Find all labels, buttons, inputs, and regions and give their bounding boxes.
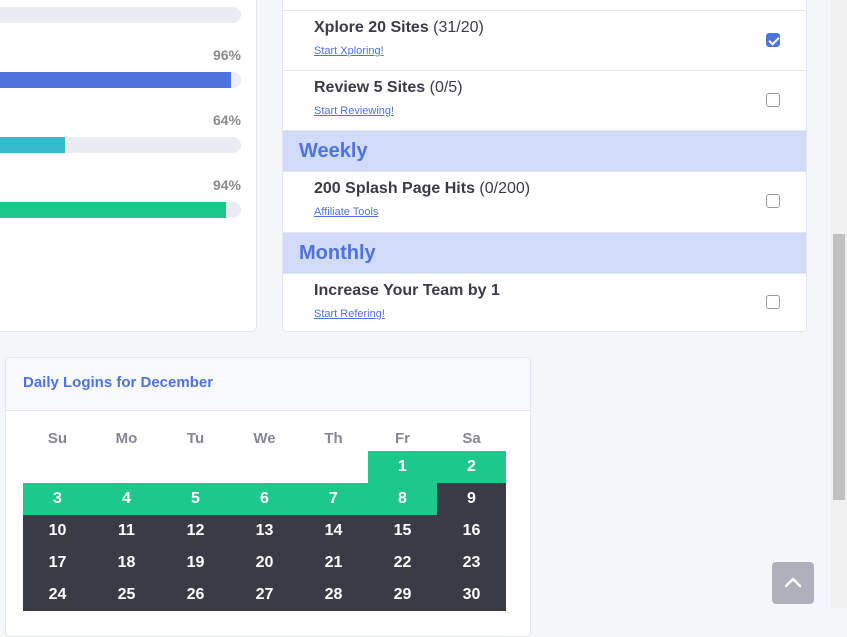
- calendar-day: 27: [230, 579, 299, 611]
- progress-fill-1: [0, 72, 231, 88]
- calendar-day: 28: [299, 579, 368, 611]
- section-header-monthly: Monthly: [283, 232, 806, 273]
- task-checkbox-splash-hits[interactable]: [766, 194, 780, 208]
- calendar-day: 7: [299, 483, 368, 515]
- task-count: (31/20): [433, 19, 484, 36]
- task-link-start-reviewing[interactable]: Start Reviewing!: [314, 105, 395, 117]
- task-row-increase-team: Increase Your Team by 1 Start Refering!: [283, 273, 806, 331]
- task-link-start-refering[interactable]: Start Refering!: [314, 308, 385, 320]
- task-checkbox-increase-team[interactable]: [766, 295, 780, 309]
- progress-percent-2: 64%: [212, 112, 241, 128]
- calendar-day: 17: [23, 547, 92, 579]
- calendar-day: 5: [161, 483, 230, 515]
- weekday-label: Tu: [186, 430, 205, 447]
- calendar-day: 21: [299, 547, 368, 579]
- calendar-day: 2: [437, 451, 506, 483]
- calendar-day: 29: [368, 579, 437, 611]
- task-name: Review 5 Sites: [314, 79, 426, 96]
- calendar-day: 12: [161, 515, 230, 547]
- calendar-day: 3: [23, 483, 92, 515]
- calendar-day: 30: [437, 579, 506, 611]
- progress-track-1: [0, 72, 241, 88]
- progress-track-3: [0, 202, 241, 218]
- section-title-monthly: Monthly: [299, 242, 376, 264]
- progress-card: 96% 64% 94%: [0, 0, 257, 332]
- calendar-day: 4: [92, 483, 161, 515]
- progress-fill-2: [0, 137, 65, 153]
- calendar-day: 23: [437, 547, 506, 579]
- task-title: 200 Splash Page Hits (0/200): [314, 180, 530, 198]
- calendar-card: Daily Logins for December Su Mo Tu We Th Fr Sa…: [5, 357, 531, 637]
- scroll-to-top-button[interactable]: [772, 562, 814, 604]
- task-name: 200 Splash Page Hits: [314, 180, 475, 197]
- calendar-day: 10: [23, 515, 92, 547]
- tasks-card: Xplore 20 Sites (31/20) Start Xploring! …: [282, 0, 807, 332]
- weekday-label: Fr: [395, 430, 410, 447]
- calendar-day: 15: [368, 515, 437, 547]
- progress-percent-1: 96%: [212, 47, 241, 63]
- weekday-label: We: [253, 430, 276, 447]
- calendar-day: 6: [230, 483, 299, 515]
- chevron-up-icon: [784, 577, 802, 588]
- calendar-day: 24: [23, 579, 92, 611]
- task-title: Increase Your Team by 1: [314, 282, 500, 300]
- task-row-xplore: Xplore 20 Sites (31/20) Start Xploring!: [283, 10, 806, 70]
- task-count: (0/5): [429, 79, 463, 96]
- calendar-day: 11: [92, 515, 161, 547]
- task-count: (0/200): [479, 180, 531, 197]
- calendar-header: Daily Logins for December: [6, 358, 530, 411]
- weekday-label: Mo: [115, 430, 138, 447]
- calendar-day: 25: [92, 579, 161, 611]
- task-name: Increase Your Team by 1: [314, 282, 500, 299]
- calendar-day: 16: [437, 515, 506, 547]
- calendar-day: 18: [92, 547, 161, 579]
- calendar-day: 13: [230, 515, 299, 547]
- weekday-label: Su: [47, 430, 68, 447]
- progress-track-2: [0, 137, 241, 153]
- task-link-start-xploring[interactable]: Start Xploring!: [314, 45, 384, 57]
- calendar-day: 19: [161, 547, 230, 579]
- calendar-day: 1: [368, 451, 437, 483]
- calendar-day: 26: [161, 579, 230, 611]
- task-name: Xplore 20 Sites: [314, 19, 429, 36]
- scrollbar-thumb[interactable]: [833, 234, 845, 500]
- calendar-day: 20: [230, 547, 299, 579]
- calendar-day: 8: [368, 483, 437, 515]
- task-checkbox-review[interactable]: [766, 93, 780, 107]
- weekday-label: Sa: [462, 430, 481, 447]
- task-title: Xplore 20 Sites (31/20): [314, 19, 484, 37]
- calendar-day: 9: [437, 483, 506, 515]
- calendar-title: Daily Logins for December: [23, 374, 214, 391]
- progress-track-0: [0, 7, 241, 23]
- weekday-label: Th: [324, 430, 343, 447]
- task-link-affiliate-tools[interactable]: Affiliate Tools: [314, 206, 379, 218]
- section-title-weekly: Weekly: [299, 140, 368, 162]
- calendar-day: 14: [299, 515, 368, 547]
- section-header-weekly: Weekly: [283, 130, 806, 171]
- task-row-review: Review 5 Sites (0/5) Start Reviewing!: [283, 70, 806, 130]
- calendar-day: 22: [368, 547, 437, 579]
- progress-fill-3: [0, 202, 226, 218]
- task-checkbox-xplore[interactable]: [766, 33, 780, 47]
- progress-percent-3: 94%: [212, 177, 241, 193]
- task-title: Review 5 Sites (0/5): [314, 79, 463, 97]
- task-row-splash-hits: 200 Splash Page Hits (0/200) Affiliate T…: [283, 171, 806, 232]
